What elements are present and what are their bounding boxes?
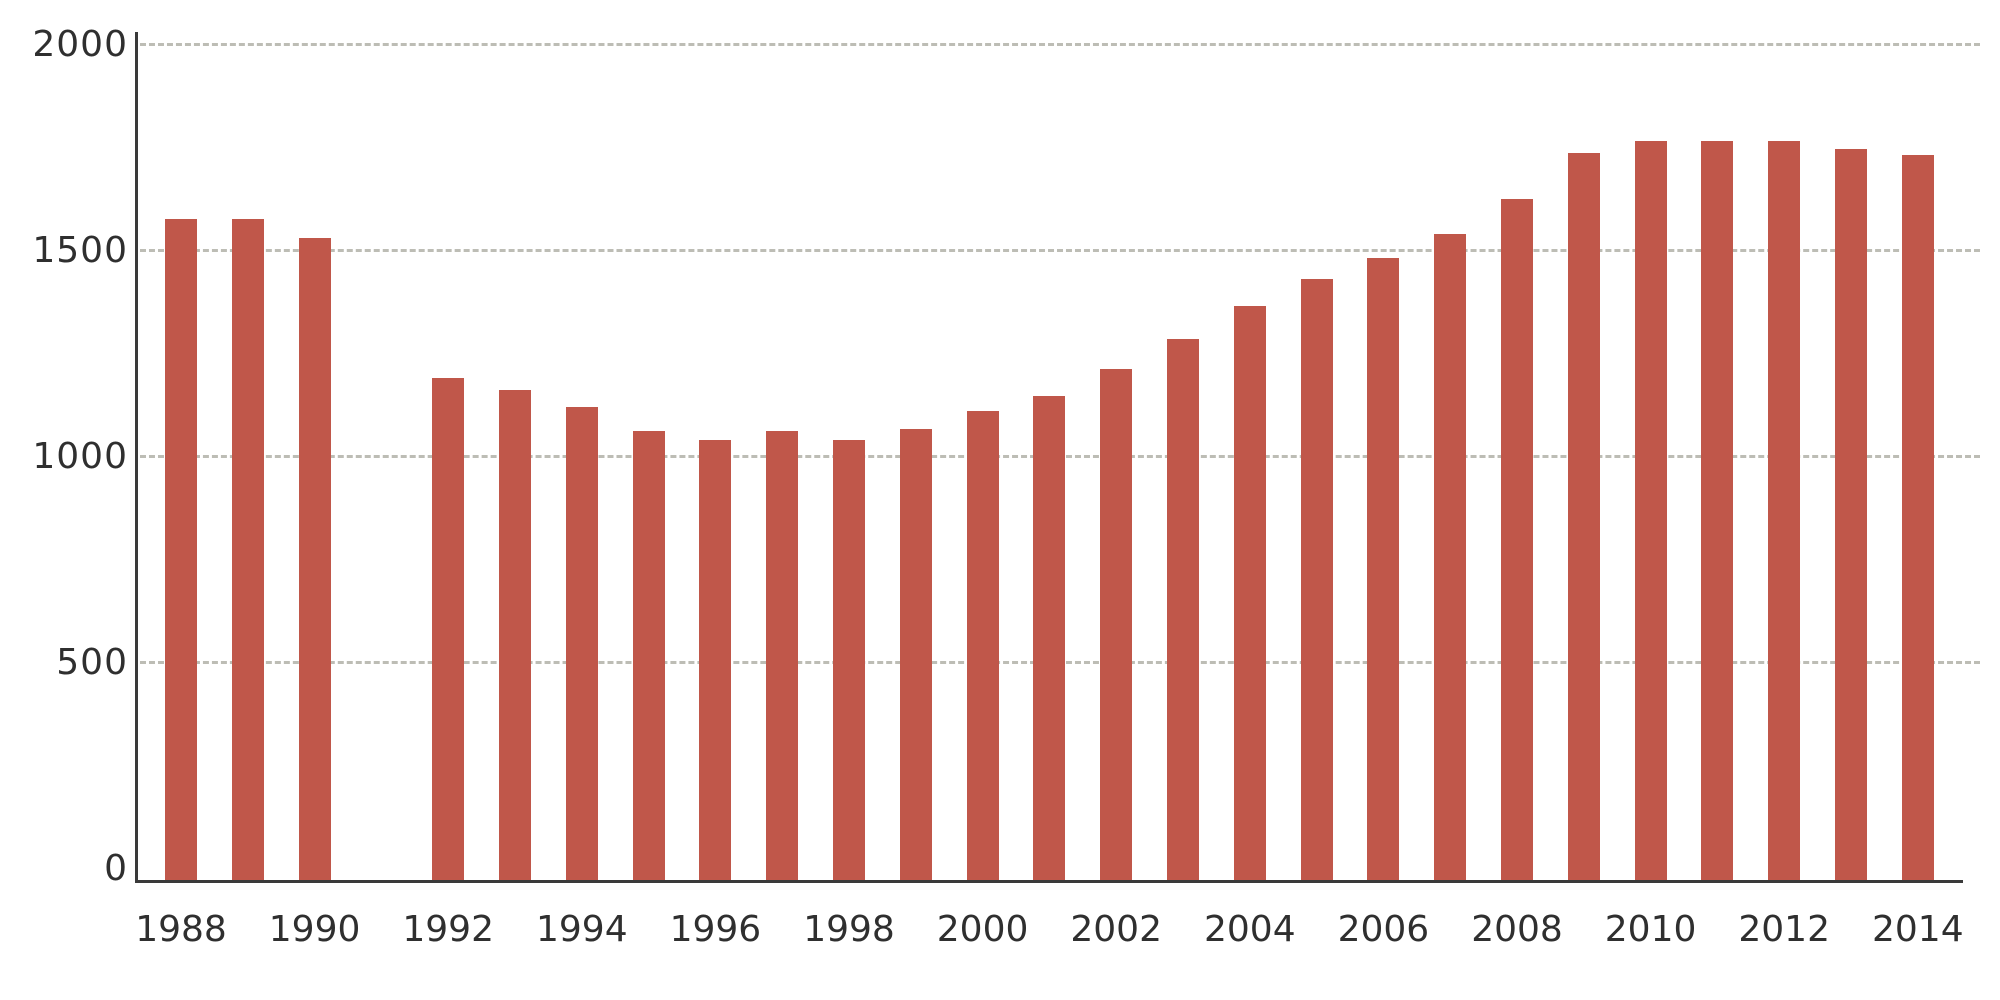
bar-2005 (1300, 278, 1333, 881)
bar-2003 (1167, 338, 1199, 881)
x-tick-label: 1998 (803, 909, 895, 950)
bar-1988 (165, 219, 197, 881)
x-tick-label: 2006 (1337, 909, 1430, 950)
bar-1999 (899, 429, 932, 881)
gridline-2000 (140, 43, 1980, 46)
bar-2010 (1634, 140, 1667, 881)
bar-1996 (699, 439, 732, 881)
bar-1995 (632, 431, 665, 881)
x-tick-label: 1990 (268, 909, 361, 950)
x-tick-label: 1992 (402, 909, 494, 950)
bar-1997 (766, 431, 799, 881)
bar-2012 (1768, 140, 1801, 881)
x-tick-label: 2000 (936, 909, 1029, 950)
bar-2004 (1233, 305, 1266, 881)
bar-2013 (1835, 149, 1867, 881)
y-tick-label: 1000 (32, 436, 128, 477)
bar-2011 (1701, 140, 1734, 881)
y-tick-label: 0 (104, 848, 128, 889)
x-tick-label: 1994 (535, 909, 628, 950)
y-axis-line (135, 32, 138, 883)
x-tick-label: 2014 (1871, 909, 1964, 950)
bar-2014 (1901, 155, 1934, 881)
bar-1994 (565, 406, 598, 881)
bar-2009 (1567, 153, 1600, 881)
bar-2001 (1033, 396, 1066, 881)
bar-2000 (966, 410, 999, 881)
y-tick-label: 2000 (32, 24, 128, 65)
x-tick-label: 1996 (669, 909, 762, 950)
gridline-1500 (140, 249, 1980, 252)
x-tick-label: 2012 (1738, 909, 1830, 950)
x-tick-label: 2002 (1070, 909, 1162, 950)
x-tick-label: 2004 (1203, 909, 1296, 950)
x-axis-line (135, 880, 1963, 883)
x-tick-label: 2008 (1471, 909, 1563, 950)
bar-1993 (499, 390, 531, 881)
bar-2002 (1100, 369, 1133, 881)
bar-1992 (432, 377, 465, 881)
x-tick-label: 1988 (135, 909, 227, 950)
x-tick-label: 2010 (1604, 909, 1697, 950)
bar-2007 (1434, 233, 1467, 881)
bar-2006 (1367, 258, 1400, 881)
bar-1990 (298, 237, 331, 881)
bar-2008 (1501, 198, 1533, 881)
y-tick-label: 500 (56, 642, 128, 683)
y-tick-label: 1500 (32, 230, 128, 271)
bar-1989 (231, 219, 264, 881)
bar-1998 (833, 439, 865, 881)
